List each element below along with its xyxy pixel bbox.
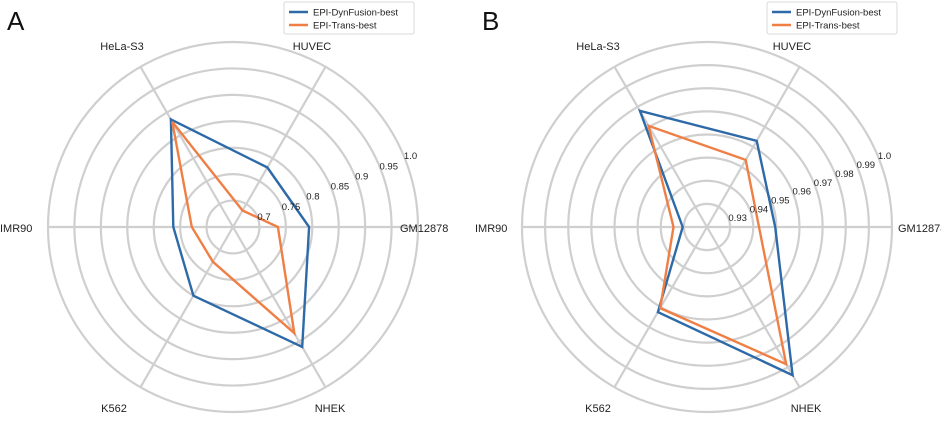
legend-label: EPI-Trans-best (313, 21, 377, 32)
series-line-epi-trans-best (171, 120, 296, 337)
category-label-imr90: IMR90 (475, 223, 507, 235)
category-label-gm12878: GM12878 (400, 223, 448, 235)
spoke-k562 (139, 226, 234, 388)
tick-label: 0.93 (728, 213, 747, 224)
spoke-nhek (706, 226, 801, 388)
tick-label: 0.9 (355, 171, 368, 182)
category-label-k562: K562 (585, 403, 611, 415)
tick-label: 1.0 (878, 151, 891, 162)
legend-label: EPI-Trans-best (796, 21, 860, 32)
series-line-epi-dynfusion-best (169, 117, 311, 349)
category-label-gm12878: GM12878 (898, 223, 941, 235)
legend-box (766, 1, 898, 35)
spoke-hela-s3 (139, 66, 234, 228)
tick-label: 0.7 (257, 212, 270, 223)
tick-label: 0.97 (814, 178, 833, 189)
tick-label: 0.95 (380, 161, 399, 172)
spoke-nhek (232, 226, 327, 388)
tick-label: 0.99 (857, 160, 876, 171)
category-label-huvec: HUVEC (293, 41, 332, 53)
tick-label: 0.85 (331, 182, 350, 193)
category-label-nhek: NHEK (791, 403, 822, 415)
tick-label: 0.8 (306, 192, 319, 203)
series-line-epi-trans-best (646, 124, 788, 367)
series-line-epi-dynfusion-best (637, 109, 795, 378)
panel-label: B (482, 6, 499, 36)
radar-chart-a: 0.7 0.75 0.8 0.85 0.9 0.95 1.0 GM12878 HUVEC HeLa… (0, 1, 448, 415)
tick-label: 0.94 (750, 204, 769, 215)
category-label-hela-s3: HeLa-S3 (576, 41, 619, 53)
legend-label: EPI-DynFusion-best (313, 8, 398, 19)
tick-label: 1.0 (404, 151, 417, 162)
spoke-hela-s3 (613, 66, 708, 228)
category-label-huvec: HUVEC (773, 41, 812, 53)
legend-box (283, 1, 415, 35)
spoke-huvec (232, 66, 327, 228)
tick-label: 0.98 (835, 169, 854, 180)
radar-chart-b: 0.930.940.950.960.970.980.991.0 GM12878 HU… (475, 1, 941, 415)
panel-label: A (7, 6, 25, 36)
tick-label: 0.95 (771, 196, 790, 207)
legend-label: EPI-DynFusion-best (796, 8, 881, 19)
category-label-k562: K562 (101, 403, 127, 415)
tick-label: 0.96 (793, 187, 812, 198)
category-label-hela-s3: HeLa-S3 (100, 41, 143, 53)
tick-label: 0.75 (282, 202, 301, 213)
spoke-huvec (706, 66, 801, 228)
category-label-nhek: NHEK (315, 403, 346, 415)
category-label-imr90: IMR90 (0, 223, 32, 235)
